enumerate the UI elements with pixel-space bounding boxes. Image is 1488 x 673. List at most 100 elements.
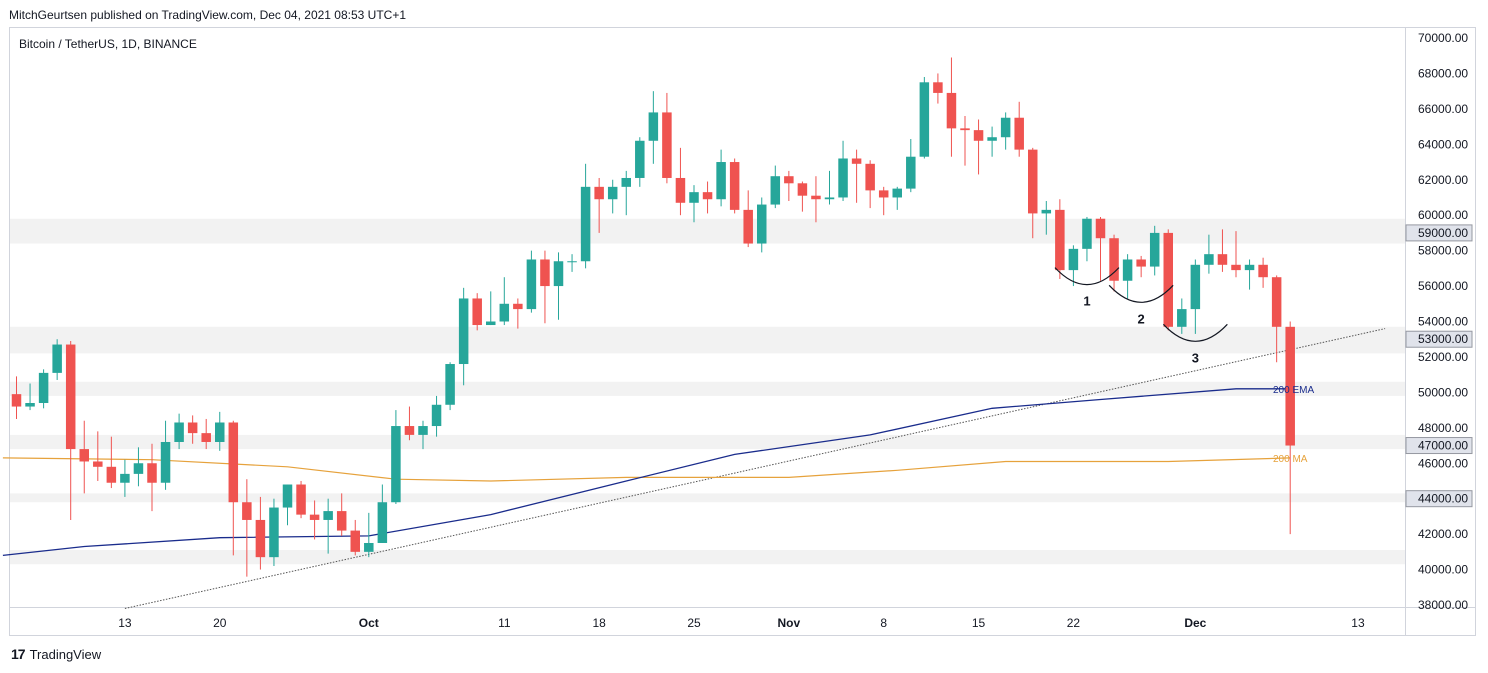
- candle: [1217, 229, 1228, 272]
- candle: [1244, 259, 1255, 290]
- pattern-arc: [1108, 284, 1174, 303]
- candle-body: [1285, 326, 1295, 446]
- candle-body: [1217, 254, 1228, 265]
- price-zone: [10, 434, 1405, 450]
- candle-body: [418, 426, 428, 435]
- candle-body: [160, 441, 171, 483]
- price-tick-label: 42000.00: [1418, 527, 1468, 541]
- time-axis: 13 20 Oct 11 18 25 Nov 8 15 22 Dec 13: [118, 616, 1365, 630]
- price-axis: 38000.00 40000.00 42000.00 44000.00 46000.00…: [1273, 31, 1473, 612]
- candle: [987, 126, 997, 157]
- candle-body: [702, 192, 713, 200]
- price-tick-label: 46000.00: [1418, 456, 1468, 470]
- price-tick-label: 70000.00: [1418, 31, 1468, 45]
- candle-body: [946, 92, 957, 129]
- candle-body: [1082, 218, 1092, 249]
- candle-body: [25, 403, 35, 407]
- price-tick-label: 40000.00: [1418, 563, 1468, 577]
- candle-body: [391, 426, 401, 503]
- candle: [486, 291, 496, 326]
- candle-body: [675, 177, 686, 203]
- candle: [1136, 255, 1146, 278]
- candle-body: [458, 298, 469, 365]
- candle: [838, 140, 848, 202]
- candle-body: [824, 197, 835, 200]
- candle: [906, 138, 916, 193]
- price-tick-label: 38000.00: [1418, 598, 1468, 612]
- candle: [296, 480, 306, 519]
- candle-body: [65, 344, 76, 450]
- candle: [52, 339, 62, 380]
- candle: [594, 177, 604, 233]
- candle: [716, 149, 726, 207]
- candle-body: [404, 426, 415, 435]
- candle-body: [621, 177, 631, 187]
- candle: [187, 415, 198, 444]
- candle: [1231, 231, 1241, 278]
- indicator-lines: [2, 328, 1386, 609]
- price-tick-label: 60000.00: [1418, 208, 1468, 222]
- price-zone: [10, 493, 1405, 503]
- candle-body: [1028, 149, 1038, 214]
- pattern-label: 3: [1192, 350, 1199, 365]
- time-tick-label: 25: [687, 616, 701, 630]
- candle-body: [499, 303, 510, 322]
- candle-body: [960, 128, 970, 131]
- candle-body: [1231, 264, 1241, 271]
- price-zone: [10, 218, 1405, 244]
- time-tick-label: 13: [118, 616, 132, 630]
- price-level-label: 53000.00: [1418, 332, 1468, 346]
- candle-body: [851, 158, 862, 164]
- pattern-label: 1: [1083, 294, 1090, 309]
- candle-body: [486, 321, 496, 326]
- price-tick-label: 68000.00: [1418, 66, 1468, 80]
- candle-body: [540, 259, 550, 287]
- candle-body: [106, 466, 117, 483]
- candle-body: [580, 186, 591, 262]
- time-tick-label: 15: [972, 616, 986, 630]
- candle: [851, 149, 862, 203]
- price-tick-label: 48000.00: [1418, 421, 1468, 435]
- price-level-badge: [1405, 437, 1473, 455]
- candle-body: [513, 303, 523, 310]
- candle-body: [120, 473, 130, 483]
- candle: [160, 420, 171, 490]
- candle-body: [1149, 232, 1160, 267]
- candle-body: [377, 502, 388, 543]
- time-tick-label: 20: [213, 616, 227, 630]
- price-zone: [10, 381, 1405, 396]
- candle-body: [919, 82, 930, 157]
- candle-body: [282, 484, 293, 508]
- candle-body: [973, 130, 984, 141]
- brand-name: TradingView: [29, 646, 102, 662]
- candle-body: [716, 162, 726, 200]
- candle-body: [364, 542, 374, 552]
- ma200-line: [2, 457, 1291, 482]
- candle-body: [1177, 309, 1187, 327]
- candle-body: [228, 422, 239, 503]
- candle: [878, 186, 889, 216]
- candle: [1163, 229, 1173, 331]
- candle-body: [323, 511, 333, 520]
- candle-body: [933, 82, 943, 93]
- candle-body: [797, 183, 808, 196]
- candle: [1190, 259, 1201, 334]
- candle-body: [187, 422, 198, 434]
- price-zone: [10, 550, 1405, 565]
- price-level-label: 47000.00: [1418, 439, 1468, 453]
- time-tick-label: Nov: [778, 616, 801, 630]
- candle-body: [906, 156, 916, 189]
- candle-body: [445, 364, 455, 405]
- candle: [11, 376, 22, 419]
- candle: [147, 443, 157, 512]
- price-level-badge: [1405, 330, 1473, 348]
- ema200-label: 200 EMA: [1273, 385, 1314, 396]
- time-tick-label: Oct: [359, 616, 379, 630]
- candle-body: [987, 137, 997, 141]
- candle-body: [838, 158, 848, 198]
- candle: [364, 512, 374, 558]
- candle-body: [567, 261, 577, 263]
- candle: [499, 277, 510, 326]
- candle-body: [336, 511, 347, 531]
